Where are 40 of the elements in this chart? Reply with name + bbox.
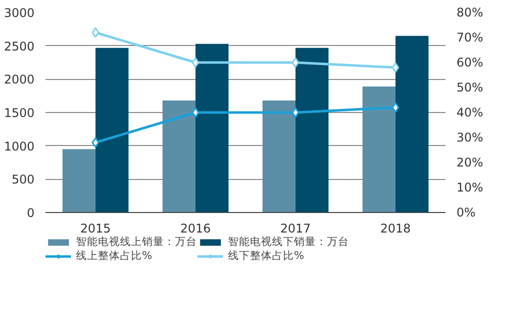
y2-tick-label: 50% [456, 80, 484, 94]
point [292, 57, 300, 68]
point [392, 62, 400, 73]
y-tick-label: 1000 [4, 139, 35, 154]
bar [162, 100, 196, 212]
x-tick-label: 2017 [280, 222, 311, 236]
y2-tick-label: 80% [456, 6, 484, 20]
y2-tick-label: 20% [456, 156, 484, 170]
y-tick-label: 1500 [4, 106, 35, 120]
y2-tick-label: 0% [456, 206, 476, 220]
bar [362, 86, 396, 212]
point [92, 137, 100, 148]
bar [62, 149, 96, 212]
bar [396, 36, 428, 212]
y-tick-label: 3000 [4, 6, 35, 20]
bar [196, 44, 228, 212]
point [192, 107, 200, 118]
bar [262, 100, 296, 212]
point [92, 27, 100, 38]
y-tick-label: 2500 [4, 39, 35, 54]
x-tick-label: 2015 [80, 222, 111, 236]
point [292, 107, 300, 118]
y2-tick-label: 40% [456, 106, 484, 120]
y2-tick-label: 10% [456, 180, 484, 194]
x-tick-label: 2016 [180, 222, 211, 236]
y2-tick-label: 30% [456, 130, 484, 144]
y2-tick-label: 60% [456, 56, 484, 70]
legend-label: 线下整体占比% [228, 249, 304, 263]
point [392, 102, 400, 113]
y-tick-label: 2000 [4, 72, 35, 87]
bar [96, 48, 128, 212]
y-tick-label: 500 [12, 172, 34, 187]
y-tick-label: 0 [26, 206, 35, 220]
bar [296, 48, 328, 212]
legend-label: 智能电视线下销量：万台 [228, 235, 349, 249]
legend-label: 线上整体占比% [76, 249, 152, 263]
y2-tick-label: 70% [456, 30, 484, 44]
point [192, 57, 200, 68]
legend-label: 智能电视线上销量：万台 [76, 235, 197, 249]
x-tick-label: 2018 [380, 222, 411, 236]
